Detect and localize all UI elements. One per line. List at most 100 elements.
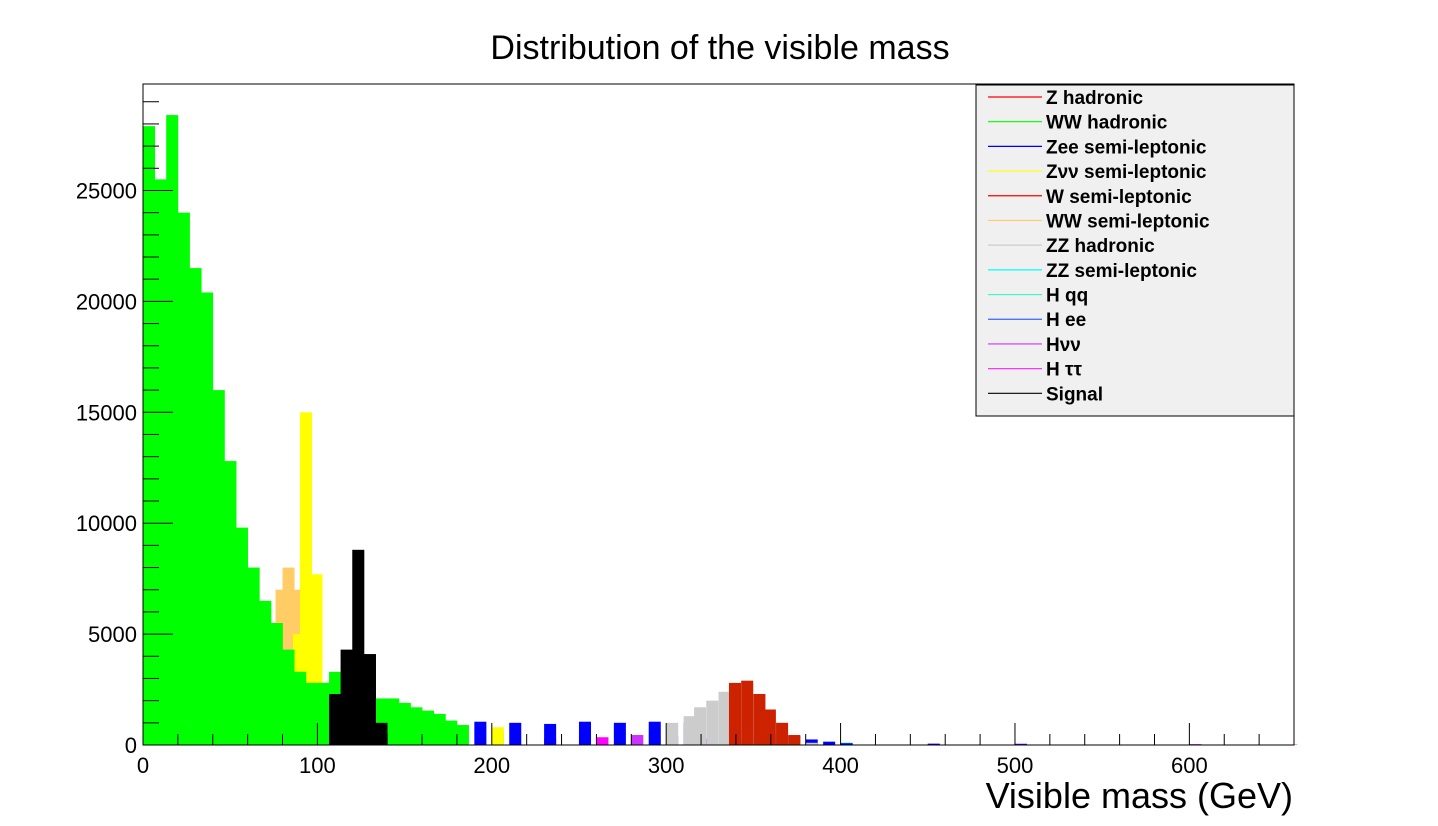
legend-entry: Zνν semi-leptonic bbox=[988, 162, 1207, 183]
x-axis-title: Visible mass (GeV) bbox=[986, 775, 1293, 816]
bar-s9-2 bbox=[753, 693, 766, 745]
bar-s7-4 bbox=[189, 268, 202, 745]
bar-s10-1 bbox=[340, 649, 353, 745]
legend-entry: Z hadronic bbox=[988, 88, 1144, 109]
legend-entry: Hνν bbox=[988, 335, 1081, 356]
x-tick-label: 500 bbox=[997, 753, 1034, 778]
bar-s8-2 bbox=[694, 707, 707, 745]
x-tick-label: 0 bbox=[137, 753, 149, 778]
y-tick-label: 0 bbox=[125, 733, 137, 758]
bar-s6-3 bbox=[474, 721, 487, 745]
bar-s10-4 bbox=[375, 722, 388, 745]
bar-s7-25 bbox=[433, 713, 446, 745]
bar-s6-8 bbox=[648, 721, 661, 745]
bar-s6-15 bbox=[840, 743, 853, 745]
bar-s7-9 bbox=[247, 567, 260, 745]
legend-label: WW hadronic bbox=[1046, 113, 1168, 134]
bar-s7-14 bbox=[305, 682, 318, 745]
bar-s10-3 bbox=[363, 654, 376, 745]
bar-s7-26 bbox=[445, 720, 458, 745]
x-tick-label: 600 bbox=[1171, 753, 1208, 778]
axes: 0 5000 10000 15000 20000 25000 0 100 200 300 400 50… bbox=[76, 83, 1295, 778]
legend-label: WW semi-leptonic bbox=[1046, 211, 1210, 232]
x-tick-label: 100 bbox=[299, 753, 336, 778]
legend-label: Hνν bbox=[1046, 335, 1081, 356]
legend-entry: WW semi-leptonic bbox=[988, 211, 1210, 232]
bar-s8-11 bbox=[805, 742, 818, 745]
legend-label: Zee semi-leptonic bbox=[1046, 137, 1207, 158]
legend-label: Signal bbox=[1046, 384, 1103, 405]
series-10 bbox=[329, 549, 388, 745]
bar-s7-10 bbox=[259, 600, 272, 745]
bar-s7-8 bbox=[235, 527, 248, 745]
x-tick-label: 200 bbox=[473, 753, 510, 778]
y-tick-label: 25000 bbox=[76, 178, 137, 203]
bar-s10-2 bbox=[352, 549, 365, 745]
legend-label: H ττ bbox=[1046, 360, 1082, 381]
bar-s9-1 bbox=[741, 680, 754, 745]
y-tick-label: 10000 bbox=[76, 511, 137, 536]
bar-s7-15 bbox=[317, 682, 330, 745]
bar-s7-13 bbox=[294, 671, 307, 745]
bar-s6-13 bbox=[805, 739, 818, 745]
bar-s9-3 bbox=[763, 709, 776, 745]
legend-entry: ZZ hadronic bbox=[988, 236, 1155, 257]
bar-s8-0 bbox=[666, 722, 679, 745]
bar-s10-0 bbox=[329, 693, 342, 745]
bar-s9-4 bbox=[776, 722, 789, 745]
legend-box bbox=[975, 84, 1295, 417]
series-9 bbox=[728, 680, 801, 745]
bar-s7-1 bbox=[154, 179, 167, 745]
bar-s6-14 bbox=[823, 741, 836, 745]
legend-label: Z hadronic bbox=[1046, 88, 1144, 109]
bar-s9-0 bbox=[728, 682, 741, 745]
bar-s6-16 bbox=[927, 743, 940, 745]
bar-s8-4 bbox=[718, 691, 731, 745]
y-tick-label: 5000 bbox=[88, 622, 137, 647]
legend-entry: H qq bbox=[988, 286, 1088, 307]
bar-s6-5 bbox=[544, 723, 557, 745]
plot-area bbox=[143, 115, 1298, 746]
bar-s7-6 bbox=[212, 390, 225, 745]
bar-s8-3 bbox=[706, 700, 719, 745]
bar-s7-21 bbox=[387, 698, 400, 745]
bar-s7-22 bbox=[398, 702, 411, 745]
legend-label: H qq bbox=[1046, 286, 1088, 307]
legend-label: H ee bbox=[1046, 310, 1086, 331]
legend-label: W semi-leptonic bbox=[1046, 187, 1192, 208]
bar-s7-5 bbox=[201, 292, 214, 745]
bar-s7-7 bbox=[224, 461, 237, 745]
x-tick-label: 300 bbox=[648, 753, 685, 778]
legend-entry: Zee semi-leptonic bbox=[988, 137, 1207, 158]
bar-s6-7 bbox=[613, 722, 626, 745]
bar-s7-24 bbox=[422, 710, 435, 745]
chart-title: Distribution of the visible mass bbox=[490, 29, 949, 67]
bar-s6-6 bbox=[578, 721, 592, 745]
bar-s8-1 bbox=[683, 716, 696, 745]
y-tick-label: 15000 bbox=[76, 400, 137, 425]
legend-entry: WW hadronic bbox=[988, 113, 1168, 134]
bar-s9-5 bbox=[788, 735, 801, 745]
legend: Z hadronic WW hadronic Zee semi-leptonic Zν… bbox=[975, 84, 1295, 417]
bar-s6-4 bbox=[509, 722, 522, 745]
bar-s7-12 bbox=[282, 649, 295, 745]
bar-s5-11 bbox=[491, 727, 504, 745]
legend-entry: Signal bbox=[988, 384, 1103, 405]
legend-label: ZZ hadronic bbox=[1046, 236, 1155, 257]
legend-entry: H ττ bbox=[988, 360, 1082, 381]
bar-s7-2 bbox=[166, 115, 179, 746]
bar-s7-27 bbox=[456, 725, 469, 745]
legend-entry: W semi-leptonic bbox=[988, 187, 1192, 208]
legend-label: Zνν semi-leptonic bbox=[1046, 162, 1207, 183]
legend-label: ZZ semi-leptonic bbox=[1046, 261, 1197, 282]
y-tick-label: 20000 bbox=[76, 289, 137, 314]
legend-entry: ZZ semi-leptonic bbox=[988, 261, 1197, 282]
bar-s7-0 bbox=[143, 126, 156, 745]
bar-s0-8 bbox=[596, 737, 609, 745]
bar-s7-3 bbox=[177, 212, 190, 745]
bar-s7-23 bbox=[410, 707, 423, 745]
bar-s7-11 bbox=[270, 623, 283, 745]
legend-entry: H ee bbox=[988, 310, 1086, 331]
x-tick-label: 400 bbox=[822, 753, 859, 778]
